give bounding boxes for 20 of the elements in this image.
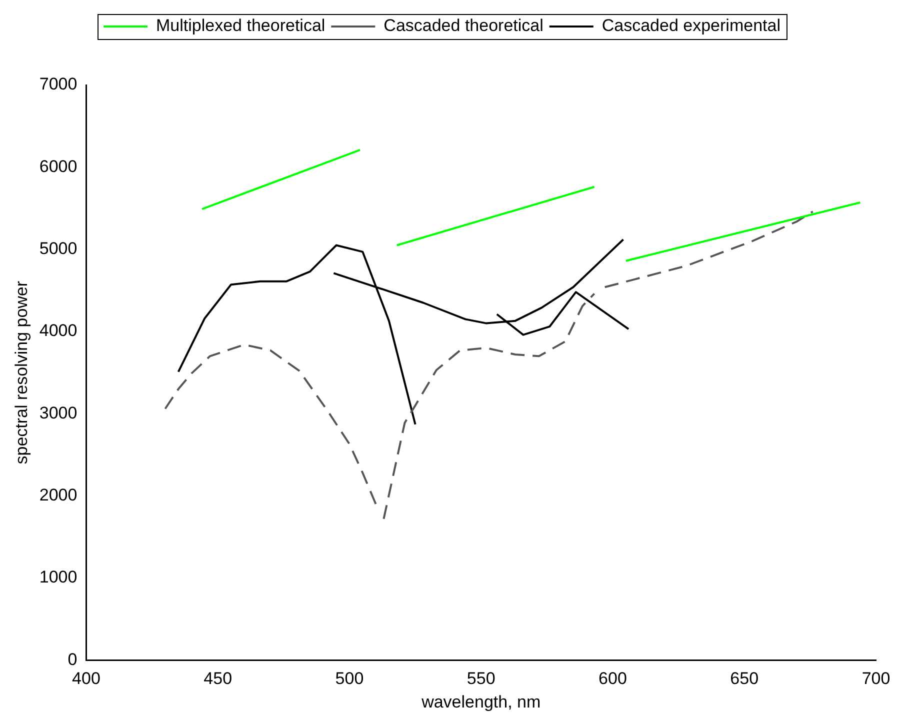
y-tick-label: 0 [68, 650, 78, 669]
y-axis-title: spectral resolving power [12, 280, 31, 464]
y-tick-label: 4000 [39, 321, 78, 340]
x-axis-title: wavelength, nm [420, 692, 541, 712]
legend-label: Multiplexed theoretical [156, 16, 326, 36]
x-tick-label: 600 [598, 669, 627, 688]
legend-label: Cascaded theoretical [384, 16, 544, 36]
y-tick-label: 3000 [39, 403, 78, 422]
y-tick-label: 7000 [39, 74, 78, 94]
x-tick-label: 400 [72, 669, 100, 688]
x-tick-label: 550 [466, 669, 496, 688]
x-tick-label: 650 [730, 669, 759, 688]
legend-label: Cascaded experimental [602, 16, 780, 36]
y-tick-label: 2000 [39, 486, 78, 505]
x-tick-label: 450 [204, 669, 232, 688]
x-tick-label: 700 [862, 669, 890, 688]
x-tick-label: 500 [335, 669, 364, 688]
y-tick-label: 1000 [39, 568, 78, 587]
y-tick-label: 5000 [39, 239, 78, 258]
y-tick-label: 6000 [39, 156, 78, 176]
